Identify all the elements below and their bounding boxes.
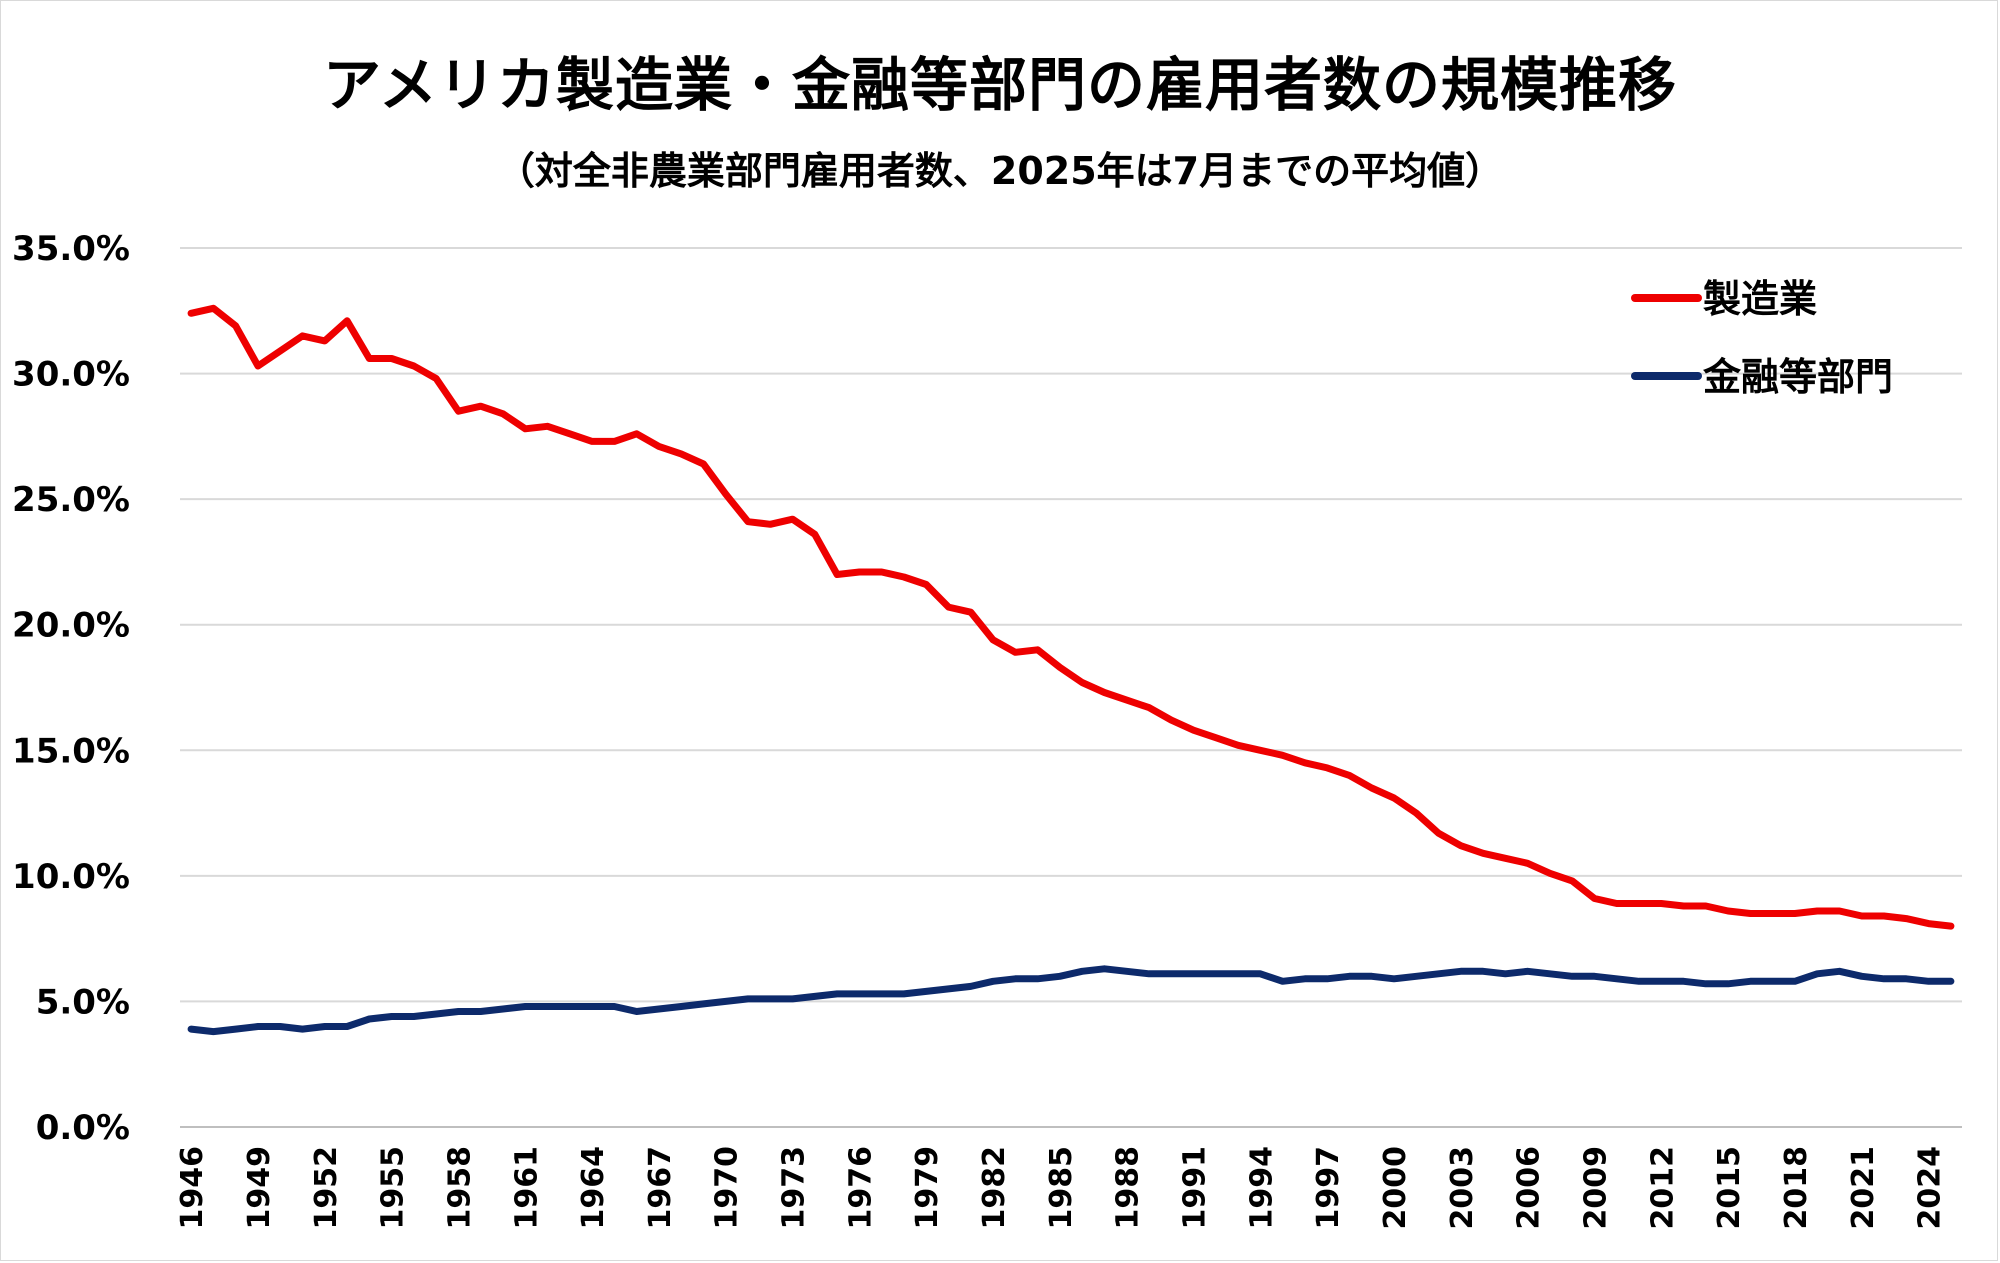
x-tick-label: 2003 xyxy=(1445,1146,1480,1230)
y-tick-label: 0.0% xyxy=(36,1108,130,1148)
x-tick-label: 1997 xyxy=(1311,1146,1346,1230)
y-tick-label: 10.0% xyxy=(12,857,130,897)
x-tick-label: 2009 xyxy=(1578,1146,1613,1230)
legend-label: 製造業 xyxy=(1703,277,1817,321)
x-tick-label: 1961 xyxy=(509,1146,544,1230)
x-tick-label: 1949 xyxy=(242,1146,277,1230)
x-tick-label: 1952 xyxy=(309,1146,344,1230)
x-tick-label: 2024 xyxy=(1913,1146,1948,1230)
x-axis-ticks: 1946 1949 1952 1955 1958 1961 1964 1967 1970 1973… xyxy=(175,1146,1947,1230)
x-tick-label: 2012 xyxy=(1645,1146,1680,1230)
x-tick-label: 1955 xyxy=(376,1146,411,1230)
x-tick-label: 1985 xyxy=(1044,1146,1079,1230)
x-tick-label: 2006 xyxy=(1512,1146,1547,1230)
x-tick-label: 1976 xyxy=(843,1146,878,1230)
x-tick-label: 2000 xyxy=(1378,1146,1413,1230)
y-tick-label: 5.0% xyxy=(36,982,130,1022)
chart-title: アメリカ製造業・金融等部門の雇用者数の規模推移 xyxy=(322,51,1678,119)
x-tick-label: 1988 xyxy=(1111,1146,1146,1230)
y-tick-label: 25.0% xyxy=(12,480,130,520)
series-lines xyxy=(187,304,1955,1036)
y-axis-ticks: 0.0% 5.0% 10.0% 15.0% 20.0% 25.0% 30.0% 35.0% xyxy=(12,229,130,1148)
series-line-1 xyxy=(187,304,1955,930)
y-tick-label: 20.0% xyxy=(12,606,130,646)
y-tick-label: 35.0% xyxy=(12,229,130,269)
x-tick-label: 1967 xyxy=(643,1146,678,1230)
x-tick-label: 1964 xyxy=(576,1146,611,1230)
x-tick-label: 1979 xyxy=(910,1146,945,1230)
x-tick-label: 1973 xyxy=(777,1146,812,1230)
legend-label: 金融等部門 xyxy=(1702,355,1893,399)
gridlines xyxy=(180,247,1962,1128)
y-tick-label: 30.0% xyxy=(12,355,130,395)
y-tick-label: 15.0% xyxy=(12,731,130,771)
x-tick-label: 2015 xyxy=(1712,1146,1747,1230)
x-tick-label: 1991 xyxy=(1178,1146,1213,1230)
x-tick-label: 1970 xyxy=(710,1146,745,1230)
x-tick-label: 2018 xyxy=(1779,1146,1814,1230)
x-tick-label: 2021 xyxy=(1846,1146,1881,1230)
x-tick-label: 1958 xyxy=(442,1146,477,1230)
chart-subtitle: （対全非農業部門雇用者数、2025年は7月までの平均値） xyxy=(496,149,1504,193)
x-tick-label: 1982 xyxy=(977,1146,1012,1230)
series-line-2 xyxy=(187,965,1955,1036)
x-tick-label: 1946 xyxy=(175,1146,210,1230)
x-tick-label: 1994 xyxy=(1244,1146,1279,1230)
